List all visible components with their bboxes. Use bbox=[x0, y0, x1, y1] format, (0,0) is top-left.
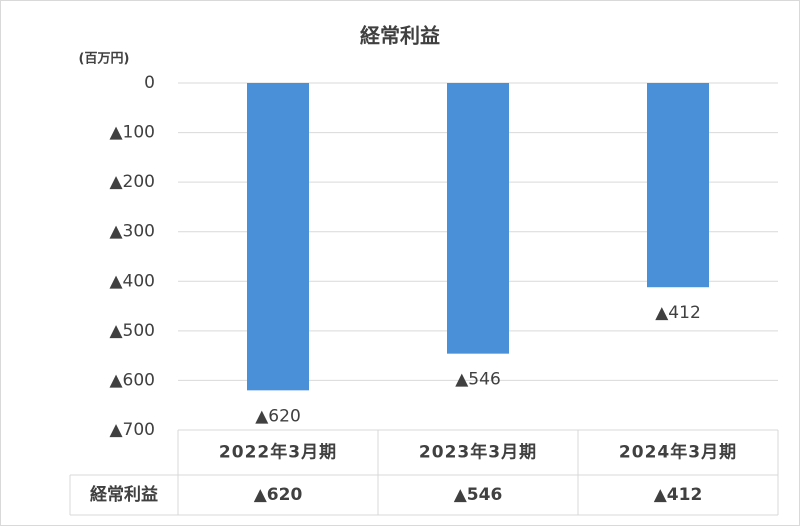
table-row-label: 経常利益 bbox=[90, 484, 158, 505]
bar bbox=[447, 83, 509, 354]
data-label: ▲620 bbox=[255, 406, 301, 426]
bar bbox=[247, 83, 309, 391]
y-tick-label: 0 bbox=[144, 73, 155, 93]
x-tick-label: 2022年3月期 bbox=[219, 442, 337, 463]
y-tick-label: ▲300 bbox=[109, 222, 155, 242]
y-unit: (百万円) bbox=[79, 52, 130, 67]
chart-title: 経常利益 bbox=[360, 24, 440, 48]
y-tick-label: ▲100 bbox=[109, 123, 155, 143]
bar bbox=[647, 83, 709, 288]
table-cell: ▲620 bbox=[254, 485, 303, 505]
x-tick-label: 2024年3月期 bbox=[619, 442, 737, 463]
y-tick-label: ▲400 bbox=[109, 271, 155, 291]
table-cell: ▲546 bbox=[454, 485, 503, 505]
data-label: ▲546 bbox=[455, 370, 501, 390]
y-tick-label: ▲600 bbox=[109, 370, 155, 390]
y-tick-label: ▲500 bbox=[109, 321, 155, 341]
data-label: ▲412 bbox=[655, 303, 701, 323]
table-cell: ▲412 bbox=[654, 485, 703, 505]
y-tick-label: ▲200 bbox=[109, 172, 155, 192]
x-tick-label: 2023年3月期 bbox=[419, 442, 537, 463]
y-tick-label: ▲700 bbox=[109, 420, 155, 440]
